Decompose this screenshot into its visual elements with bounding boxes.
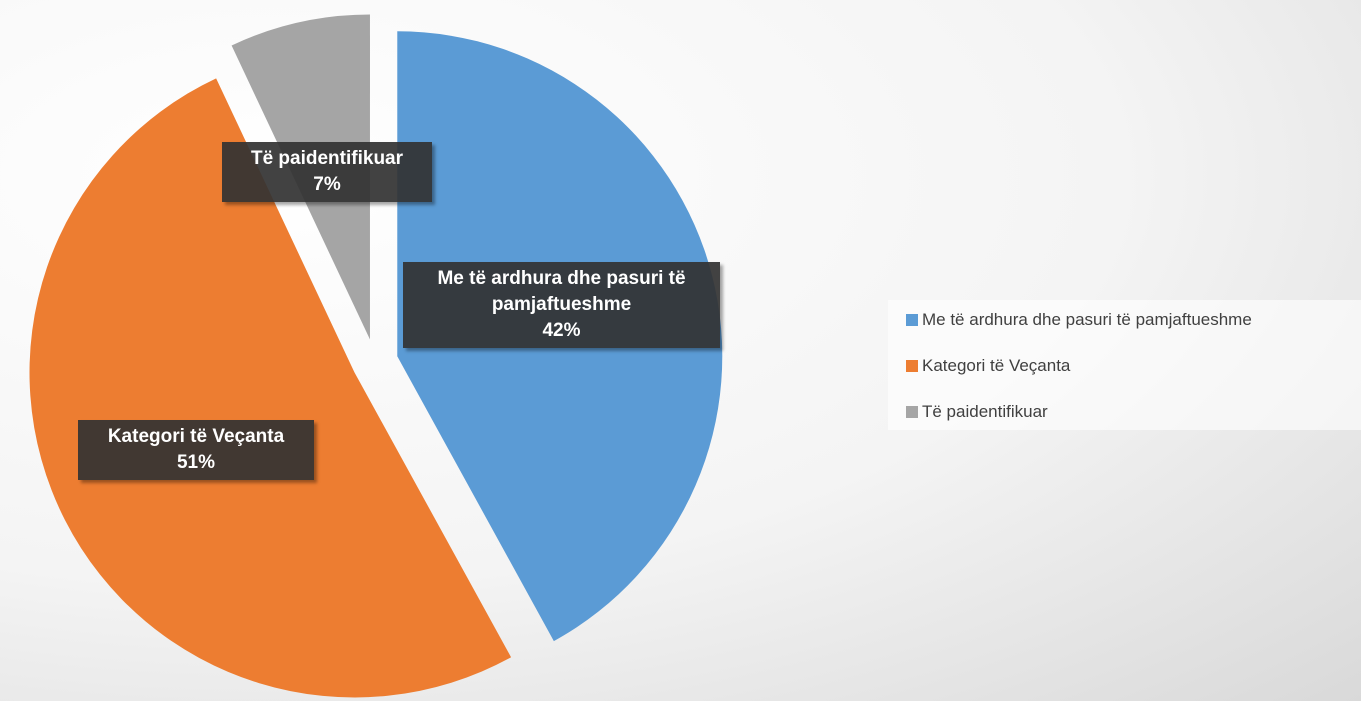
data-label-category: Me të ardhura dhe pasuri të pamjaftueshm…: [437, 268, 686, 315]
data-label-category: Të paidentifikuar: [250, 148, 404, 169]
legend-swatch: [906, 360, 918, 372]
legend-item: Të paidentifikuar: [906, 402, 1048, 422]
legend-swatch: [906, 314, 918, 326]
data-label-value: 42%: [542, 320, 581, 341]
data-label: Me të ardhura dhe pasuri të pamjaftueshm…: [403, 262, 720, 348]
data-label: Kategori të Veçanta 51%: [78, 420, 314, 480]
legend-label: Të paidentifikuar: [922, 402, 1048, 421]
data-label-value: 51%: [176, 452, 216, 473]
data-label: Të paidentifikuar 7%: [222, 142, 432, 202]
legend-item: Me të ardhura dhe pasuri të pamjaftueshm…: [906, 310, 1252, 330]
legend-label: Kategori të Veçanta: [922, 356, 1071, 375]
legend-item: Kategori të Veçanta: [906, 356, 1070, 376]
data-label-category: Kategori të Veçanta: [107, 426, 285, 447]
pie-slice: [29, 78, 512, 698]
legend: Me të ardhura dhe pasuri të pamjaftueshm…: [888, 300, 1361, 430]
legend-label: Me të ardhura dhe pasuri të pamjaftueshm…: [922, 310, 1252, 329]
legend-swatch: [906, 406, 918, 418]
data-label-value: 7%: [313, 174, 341, 195]
